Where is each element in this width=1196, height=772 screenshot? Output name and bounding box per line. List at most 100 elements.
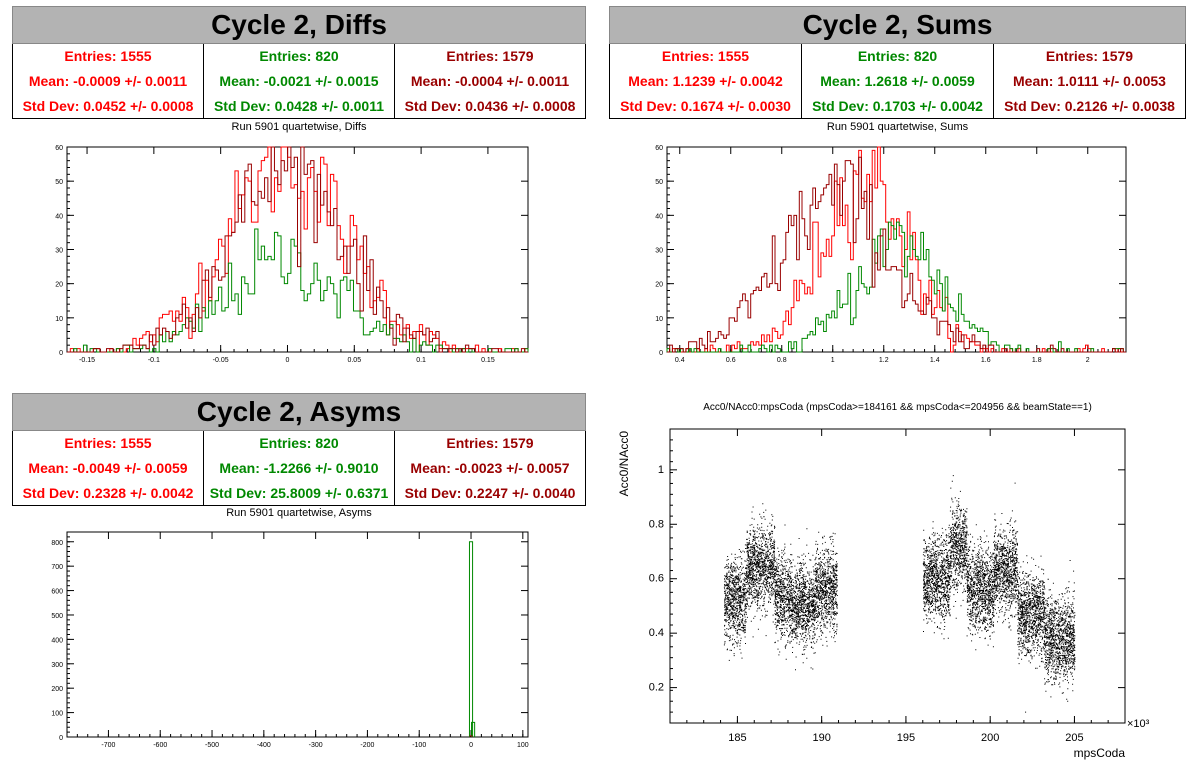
entries-label: Entries: 1579 (1045, 48, 1134, 65)
diffs-subtitle: Run 5901 quartetwise, Diffs (231, 121, 367, 133)
mean-label: Mean: 1.2618 +/- 0.0059 (820, 72, 975, 89)
x-tick-label: -400 (257, 742, 271, 749)
scatter-points (723, 475, 1076, 713)
x-tick-label: 1 (831, 357, 835, 364)
x-tick-label: 0.8 (777, 357, 787, 364)
x-tick-label: 2 (1086, 357, 1090, 364)
x-tick-label: -200 (360, 742, 374, 749)
x-tick-label: -0.15 (79, 357, 95, 364)
std-label: Std Dev: 0.2328 +/- 0.0042 (22, 484, 194, 501)
x-tick-label: 1.2 (879, 357, 889, 364)
diffs-title: Cycle 2, Diffs (12, 6, 586, 44)
y-tick-label: 50 (55, 179, 63, 186)
histogram-series (67, 228, 529, 353)
y-tick-label: 300 (51, 662, 63, 669)
x-tick-label: -0.05 (213, 357, 229, 364)
y-tick-label: 30 (655, 248, 663, 255)
histogram-spike (468, 541, 474, 737)
x-tick-label: 0.15 (481, 357, 495, 364)
x-tick-label: 185 (728, 732, 746, 744)
x-tick-label: -600 (153, 742, 167, 749)
y-tick-label: 0.4 (649, 627, 664, 639)
y-tick-label: 1 (658, 464, 664, 476)
y-tick-label: 10 (55, 316, 63, 323)
std-label: Std Dev: 0.0436 +/- 0.0008 (404, 97, 576, 114)
x-axis-exponent: ×10³ (1127, 718, 1150, 730)
y-tick-label: 10 (655, 316, 663, 323)
x-tick-label: -500 (205, 742, 219, 749)
stats-col-red: Entries: 1555 Mean: 1.1239 +/- 0.0042 St… (610, 44, 801, 118)
y-tick-label: 20 (55, 282, 63, 289)
x-tick-label: 1.8 (1032, 357, 1042, 364)
x-tick-label: 1.4 (930, 357, 940, 364)
mean-label: Mean: 1.1239 +/- 0.0042 (628, 72, 783, 89)
histogram-spike (471, 721, 476, 737)
y-tick-label: 200 (51, 686, 63, 693)
stats-col-red: Entries: 1555 Mean: -0.0049 +/- 0.0059 S… (13, 431, 203, 505)
x-tick-label: -700 (101, 742, 115, 749)
asyms-subtitle: Run 5901 quartetwise, Asyms (226, 507, 372, 519)
histogram-series (67, 146, 528, 353)
std-label: Std Dev: 0.2126 +/- 0.0038 (1004, 97, 1175, 114)
entries-label: Entries: 1555 (661, 48, 750, 65)
x-tick-label: 190 (812, 732, 830, 744)
histogram-series (667, 156, 1126, 353)
std-label: Std Dev: 0.0428 +/- 0.0011 (213, 97, 385, 114)
y-tick-label: 0.8 (649, 518, 664, 530)
x-tick-label: -0.1 (148, 357, 160, 364)
entries-label: Entries: 1579 (446, 48, 534, 65)
y-tick-label: 30 (55, 248, 63, 255)
std-label: Std Dev: 0.1703 +/- 0.0042 (812, 97, 983, 114)
std-label: Std Dev: 0.2247 +/- 0.0040 (404, 484, 576, 501)
mean-label: Mean: -0.0021 +/- 0.0015 (219, 72, 379, 89)
sums-stats-box: Entries: 1555 Mean: 1.1239 +/- 0.0042 St… (609, 44, 1186, 119)
std-label: Std Dev: 25.8009 +/- 0.6371 (209, 484, 389, 501)
y-tick-label: 100 (51, 711, 63, 718)
asyms-title: Cycle 2, Asyms (12, 393, 586, 431)
entries-label: Entries: 1555 (64, 48, 152, 65)
x-tick-label: 195 (897, 732, 915, 744)
x-tick-label: 200 (981, 732, 999, 744)
x-tick-label: 1.6 (981, 357, 991, 364)
y-tick-label: 700 (51, 564, 63, 571)
std-label: Std Dev: 0.0452 +/- 0.0008 (22, 97, 194, 114)
y-tick-label: 500 (51, 613, 63, 620)
stats-col-red: Entries: 1555 Mean: -0.0009 +/- 0.0011 S… (13, 44, 203, 118)
asyms-stats-box: Entries: 1555 Mean: -0.0049 +/- 0.0059 S… (12, 431, 586, 506)
scatter-plot: 185 190 195 200 205 0.2 0.4 0.6 0.8 1 mpsCoda ×10³ A… (617, 428, 1150, 760)
plot-frame (669, 428, 1126, 724)
diffs-histogram: -0.15 -0.1 -0.05 0 0.05 0.1 0.15 0 10 20 30 40 50 60 (55, 145, 529, 364)
entries-label: Entries: 1555 (64, 435, 152, 452)
y-tick-label: 0.2 (649, 682, 664, 694)
entries-label: Entries: 820 (259, 48, 339, 65)
stats-col-green: Entries: 820 Mean: -1.2266 +/- 0.9010 St… (203, 431, 394, 505)
mean-label: Mean: -0.0009 +/- 0.0011 (28, 72, 188, 89)
sums-title: Cycle 2, Sums (609, 6, 1186, 44)
stats-col-darkred: Entries: 1579 Mean: -0.0023 +/- 0.0057 S… (394, 431, 585, 505)
y-tick-label: 0 (59, 350, 63, 357)
entries-label: Entries: 1579 (446, 435, 534, 452)
y-axis-label: Acc0/NAcc0 (617, 431, 631, 497)
y-tick-label: 0 (59, 735, 63, 742)
mean-label: Mean: -1.2266 +/- 0.9010 (219, 459, 379, 476)
mean-label: Mean: -0.0023 +/- 0.0057 (410, 459, 570, 476)
sums-subtitle: Run 5901 quartetwise, Sums (826, 121, 969, 133)
y-tick-label: 400 (51, 637, 63, 644)
std-label: Std Dev: 0.1674 +/- 0.0030 (620, 97, 791, 114)
histogram-series (666, 221, 1126, 353)
stats-col-green: Entries: 820 Mean: -0.0021 +/- 0.0015 St… (203, 44, 394, 118)
x-tick-label: -100 (412, 742, 426, 749)
plot-frame (66, 531, 529, 738)
x-tick-label: -300 (309, 742, 323, 749)
stats-col-darkred: Entries: 1579 Mean: 1.0111 +/- 0.0053 St… (993, 44, 1185, 118)
x-tick-label: 100 (517, 742, 529, 749)
y-tick-label: 50 (655, 179, 663, 186)
x-tick-label: 0.4 (675, 357, 685, 364)
y-tick-label: 60 (655, 145, 663, 152)
x-axis-label: mpsCoda (1074, 746, 1126, 760)
y-tick-label: 0 (659, 350, 663, 357)
mean-label: Mean: -0.0049 +/- 0.0059 (28, 459, 188, 476)
entries-label: Entries: 820 (259, 435, 339, 452)
x-tick-label: 0 (469, 742, 473, 749)
